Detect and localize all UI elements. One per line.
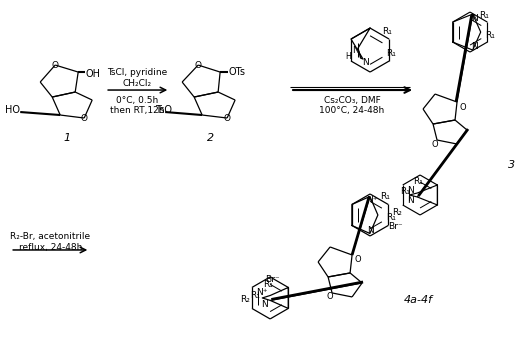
Text: reflux, 24-48h: reflux, 24-48h	[19, 244, 82, 252]
Text: TsCl, pyridine: TsCl, pyridine	[107, 67, 167, 77]
Text: R₁: R₁	[400, 187, 410, 197]
Text: Br⁻: Br⁻	[265, 275, 280, 284]
Text: N: N	[408, 197, 414, 205]
Text: N: N	[408, 186, 414, 196]
Text: TsO: TsO	[155, 105, 172, 115]
Text: R₁: R₁	[413, 178, 423, 186]
Text: Cs₂CO₃, DMF: Cs₂CO₃, DMF	[323, 95, 380, 105]
Text: R₁: R₁	[382, 27, 392, 35]
Text: 4a-4f: 4a-4f	[404, 295, 433, 305]
Text: N: N	[352, 46, 359, 54]
Text: 2: 2	[206, 133, 214, 143]
Text: O: O	[81, 113, 88, 122]
Text: O: O	[459, 102, 466, 112]
Text: N⁺: N⁺	[256, 288, 267, 297]
Text: N: N	[368, 226, 374, 235]
Text: 3: 3	[509, 160, 516, 170]
Text: R₂-Br, acetonitrile: R₂-Br, acetonitrile	[10, 232, 90, 241]
Text: N: N	[471, 41, 478, 51]
Text: O: O	[327, 292, 334, 302]
Text: O: O	[52, 61, 59, 69]
Text: N: N	[362, 58, 368, 67]
Text: 1: 1	[64, 133, 71, 143]
Text: R₁: R₁	[250, 291, 260, 300]
Text: then RT,12h: then RT,12h	[110, 106, 164, 114]
Text: OH: OH	[85, 69, 100, 79]
Text: R₂: R₂	[392, 208, 402, 218]
Text: 0°C, 0.5h: 0°C, 0.5h	[116, 95, 159, 105]
Text: H: H	[345, 52, 351, 61]
Text: R₁: R₁	[380, 192, 390, 201]
Text: R₁: R₁	[386, 213, 396, 222]
Text: R₁: R₁	[263, 280, 273, 290]
Text: N⁺: N⁺	[366, 196, 378, 205]
Text: O: O	[432, 139, 438, 148]
Text: O: O	[354, 256, 361, 264]
Text: CH₂Cl₂: CH₂Cl₂	[122, 79, 152, 87]
Text: 100°C, 24-48h: 100°C, 24-48h	[319, 106, 385, 114]
Text: OTs: OTs	[228, 67, 245, 77]
Text: R₁: R₁	[479, 11, 489, 20]
Text: O: O	[195, 61, 202, 69]
Text: R₂: R₂	[240, 296, 251, 304]
Text: N: N	[262, 300, 268, 309]
Text: R₁: R₁	[485, 31, 495, 40]
Text: O: O	[223, 113, 231, 122]
Text: R₁: R₁	[386, 48, 396, 58]
Text: N: N	[471, 14, 478, 22]
Text: Br⁻: Br⁻	[388, 223, 403, 231]
Text: HO: HO	[5, 105, 20, 115]
